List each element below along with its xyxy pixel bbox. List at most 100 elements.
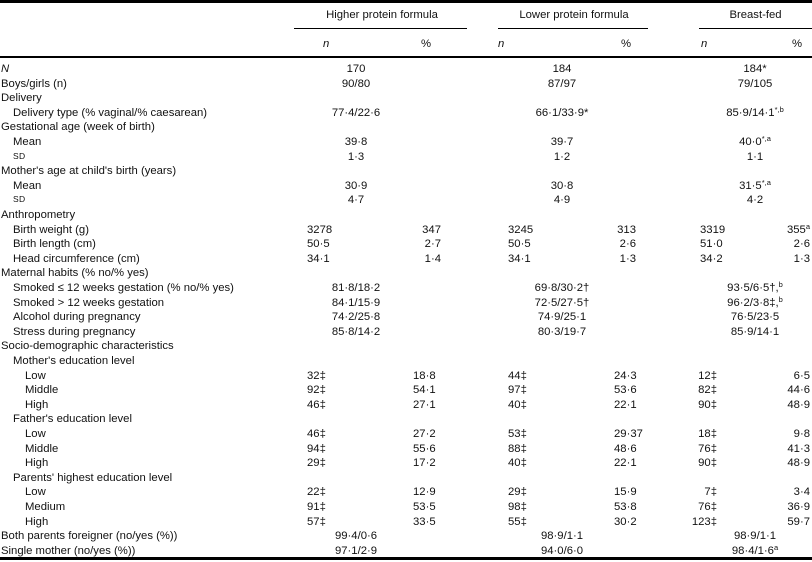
cell-lp: 1·2: [554, 151, 570, 163]
cell-lp-pct: 22·1: [614, 399, 637, 411]
cell-value: 184: [552, 63, 572, 75]
cell-hp-n: 29‡: [307, 457, 326, 470]
cell-value: 30·2: [614, 515, 637, 528]
table-row: Middle 92‡ 54·1 97‡ 53·6 82‡ 44·6: [0, 384, 812, 399]
row-label: Smoked > 12 weeks gestation: [13, 296, 165, 309]
row-label: Birth length (cm): [13, 238, 96, 251]
row-label: Middle: [25, 442, 59, 455]
table-top-rule: [0, 0, 812, 3]
cell-value: 48·9: [787, 398, 810, 411]
row-label: Head circumference (cm): [13, 252, 140, 265]
cell-bf-pct: 355a: [787, 222, 810, 235]
cell-bf-pct: 48·9: [787, 457, 810, 469]
cell-hp-pct: 12·9: [413, 486, 436, 498]
cell-hp: 1·3: [348, 151, 364, 163]
table-row: Mother's age at child's birth (years): [0, 165, 812, 180]
cell-value: 59·7: [787, 515, 810, 528]
cell-value: 53·8: [614, 501, 637, 513]
cell-bf-n: 76‡: [698, 501, 717, 513]
cell-value: 85·9/14·1: [726, 106, 775, 119]
cell-value: 1·4: [424, 252, 441, 265]
cell-value: 18·8: [413, 369, 436, 382]
cell-hp: 77·4/22·6: [332, 107, 380, 119]
cell-lp-pct: 53·8: [614, 501, 637, 513]
cell-value: 48·9: [787, 457, 810, 470]
cell-value: 85·8/14·2: [331, 325, 381, 338]
table-row: Mean 30·9 30·8 31·5*,a: [0, 179, 812, 195]
header-higher-protein: Higher protein formula: [326, 9, 438, 21]
cell-value: 87/97: [547, 77, 577, 90]
row-label: Stress during pregnancy: [13, 325, 136, 338]
cell-bf: 40·0*,a: [739, 135, 771, 148]
row-label: Gestational age (week of birth): [1, 121, 155, 134]
table-row: Head circumference (cm) 34·1 1·4 34·1 1·3 34·…: [0, 253, 812, 268]
cell-bf: 98·4/1·6a: [731, 544, 778, 557]
table-row: Boys/girls (n) 90/80 87/97 79/105: [0, 78, 812, 93]
cell-value: 6·5: [793, 369, 810, 382]
table-row: Mean 39·8 39·7 40·0*,a: [0, 135, 812, 151]
row-label: Parents' highest education level: [13, 471, 173, 484]
cell-bf-n: 12‡: [698, 369, 717, 382]
table-row: Birth length (cm) 50·5 2·7 50·5 2·6 51·0 2·6: [0, 238, 812, 253]
header-underline-higher: [294, 28, 467, 29]
cell-lp-pct: 24·3: [614, 370, 637, 382]
table-row: SD 1·3 1·2 1·1: [0, 151, 812, 166]
table-row: Mother's education level: [0, 355, 812, 370]
row-label: High: [25, 398, 49, 411]
cell-value: 24·3: [614, 369, 637, 382]
cell-value: 22·1: [614, 457, 637, 470]
table-row: High 29‡ 17·2 40‡ 22·1 90‡ 48·9: [0, 457, 812, 472]
row-label: Mother's education level: [13, 355, 135, 367]
cell-bf-pct: 1·3: [794, 253, 810, 265]
cell-lp: 4·9: [554, 194, 570, 206]
cell-value: 81·8/18·2: [331, 282, 381, 294]
cell-value: 98·9/1·1: [733, 530, 777, 543]
cell-value: 55·6: [413, 442, 436, 455]
cell-lp-n: 29‡: [508, 486, 527, 499]
cell-value: 27·2: [413, 428, 436, 440]
cell-value: 30·9: [344, 179, 368, 192]
row-label: Maternal habits (% no/% yes): [1, 267, 149, 280]
cell-hp-pct: 53·5: [413, 501, 436, 513]
cell-bf-n: 90‡: [698, 398, 717, 411]
cell-value: 84·1/15·9: [331, 296, 381, 309]
cell-lp-n: 98‡: [508, 501, 527, 513]
cell-hp-n: 3278: [307, 223, 333, 236]
table-row: Delivery type (% vaginal/% caesarean) 77·…: [0, 104, 812, 122]
table-row: Anthropometry: [0, 209, 812, 224]
row-label: High: [25, 457, 49, 470]
row-label: Mean: [13, 179, 42, 192]
cell-bf-pct: 9·8: [794, 428, 810, 440]
cell-bf-n: 34·2: [700, 252, 723, 265]
cell-lp-pct: 22·1: [614, 457, 637, 469]
cell-lp: 72·5/27·5†: [535, 297, 590, 309]
table-row: Gestational age (week of birth): [0, 121, 812, 136]
cell-hp: 85·8/14·2: [332, 326, 380, 338]
cell-bf: 93·5/6·5†,b: [727, 281, 783, 294]
cell-value: 90/80: [341, 77, 371, 90]
cell-value: 98·4/1·6: [731, 544, 774, 557]
cell-bf-n: 3319: [700, 223, 726, 236]
cell-value: 2·7: [424, 238, 441, 251]
row-label: Mean: [13, 136, 42, 148]
row-label: Smoked ≤ 12 weeks gestation (% no/% yes): [13, 282, 234, 294]
table-row: Smoked > 12 weeks gestation 84·1/15·9 72·5…: [0, 295, 812, 312]
table-row: SD 4·7 4·9 4·2: [0, 194, 812, 209]
cell-value: 31·5: [739, 179, 762, 192]
cell-value: 27·1: [413, 398, 436, 411]
cell-bf: 96·2/3·8‡,b: [727, 295, 783, 308]
footnote-marker: *,b: [774, 104, 784, 114]
table-row: Father's education level: [0, 413, 812, 428]
cell-value: 9·8: [793, 428, 810, 440]
row-label: Mother's age at child's birth (years): [1, 165, 177, 178]
cell-value: 85·9/14·1: [730, 325, 780, 338]
row-label: Socio-demographic characteristics: [1, 340, 174, 353]
cell-hp-n: 34·1: [307, 252, 330, 265]
cell-value: 170: [346, 63, 366, 75]
table-row: Maternal habits (% no/% yes): [0, 267, 812, 282]
cell-hp: 39·8: [345, 136, 368, 148]
cell-bf-pct: 2·6: [794, 238, 810, 250]
subheader-bf-n: n: [701, 38, 708, 50]
cell-value: 40·0: [739, 136, 762, 148]
cell-lp-n: 88‡: [508, 442, 527, 455]
